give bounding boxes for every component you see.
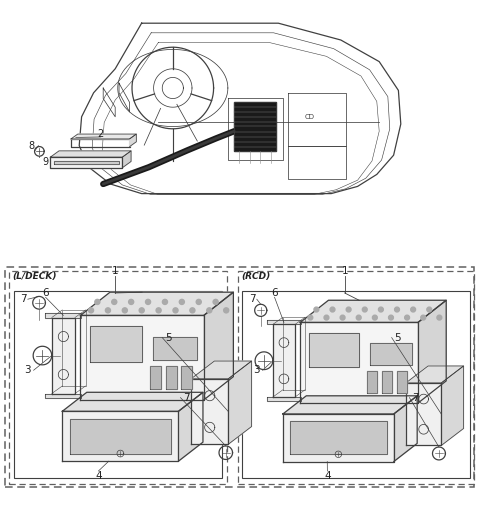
Polygon shape bbox=[396, 371, 407, 393]
Polygon shape bbox=[283, 396, 417, 414]
Polygon shape bbox=[290, 421, 386, 454]
Polygon shape bbox=[50, 151, 131, 157]
Polygon shape bbox=[204, 292, 233, 400]
Circle shape bbox=[427, 307, 432, 312]
Polygon shape bbox=[71, 134, 136, 139]
Polygon shape bbox=[122, 151, 131, 167]
Circle shape bbox=[112, 300, 117, 305]
Text: 8: 8 bbox=[28, 141, 35, 151]
Text: 3: 3 bbox=[24, 365, 31, 375]
Text: 4: 4 bbox=[324, 471, 331, 481]
Polygon shape bbox=[283, 414, 394, 461]
Circle shape bbox=[122, 308, 127, 313]
Circle shape bbox=[145, 300, 151, 305]
Circle shape bbox=[156, 308, 161, 313]
Polygon shape bbox=[181, 366, 192, 389]
Circle shape bbox=[437, 315, 442, 320]
Polygon shape bbox=[81, 292, 233, 315]
Text: 7: 7 bbox=[412, 393, 419, 402]
Polygon shape bbox=[406, 383, 442, 445]
Text: 5: 5 bbox=[394, 333, 401, 343]
Circle shape bbox=[362, 307, 367, 312]
Polygon shape bbox=[267, 397, 301, 401]
Circle shape bbox=[196, 300, 201, 305]
Circle shape bbox=[314, 307, 319, 312]
Circle shape bbox=[356, 315, 361, 320]
Polygon shape bbox=[228, 361, 252, 444]
Polygon shape bbox=[130, 134, 136, 146]
Circle shape bbox=[173, 308, 178, 313]
Polygon shape bbox=[273, 325, 295, 397]
Text: 2: 2 bbox=[97, 129, 104, 139]
Circle shape bbox=[378, 307, 384, 312]
Circle shape bbox=[308, 315, 313, 320]
Polygon shape bbox=[62, 392, 203, 411]
Circle shape bbox=[95, 300, 100, 305]
Circle shape bbox=[139, 308, 144, 313]
Text: 7: 7 bbox=[20, 294, 26, 304]
Text: (RCD): (RCD) bbox=[241, 271, 271, 281]
Circle shape bbox=[88, 308, 94, 313]
Circle shape bbox=[324, 315, 329, 320]
Circle shape bbox=[411, 307, 416, 312]
Text: 5: 5 bbox=[165, 333, 171, 343]
Circle shape bbox=[388, 315, 394, 320]
Circle shape bbox=[372, 315, 377, 320]
Circle shape bbox=[190, 308, 195, 313]
Polygon shape bbox=[442, 366, 464, 445]
Circle shape bbox=[106, 308, 110, 313]
Polygon shape bbox=[46, 394, 81, 398]
Text: 6: 6 bbox=[271, 288, 278, 298]
Circle shape bbox=[224, 308, 229, 313]
Text: 1: 1 bbox=[341, 266, 348, 276]
Polygon shape bbox=[153, 336, 197, 360]
Text: 4: 4 bbox=[95, 471, 102, 481]
Text: 7: 7 bbox=[249, 294, 255, 304]
Polygon shape bbox=[394, 396, 417, 461]
Polygon shape bbox=[406, 366, 464, 383]
Circle shape bbox=[346, 307, 351, 312]
Polygon shape bbox=[150, 366, 161, 389]
Circle shape bbox=[330, 307, 335, 312]
Polygon shape bbox=[166, 366, 177, 389]
Polygon shape bbox=[191, 379, 228, 444]
Circle shape bbox=[395, 307, 399, 312]
Polygon shape bbox=[370, 343, 412, 365]
Circle shape bbox=[421, 315, 426, 320]
Circle shape bbox=[340, 315, 345, 320]
Polygon shape bbox=[52, 317, 75, 394]
Circle shape bbox=[405, 315, 409, 320]
Polygon shape bbox=[300, 300, 446, 323]
Circle shape bbox=[162, 300, 168, 305]
Circle shape bbox=[180, 300, 184, 305]
Text: 1: 1 bbox=[112, 266, 119, 276]
Text: 7: 7 bbox=[183, 393, 190, 402]
Polygon shape bbox=[267, 321, 301, 325]
Polygon shape bbox=[90, 326, 142, 362]
Text: 6: 6 bbox=[42, 288, 49, 298]
Text: CD: CD bbox=[305, 114, 314, 120]
Circle shape bbox=[129, 300, 134, 305]
Polygon shape bbox=[382, 371, 392, 393]
Polygon shape bbox=[367, 371, 377, 393]
Polygon shape bbox=[309, 332, 359, 367]
Polygon shape bbox=[62, 411, 179, 461]
Polygon shape bbox=[81, 315, 204, 400]
Polygon shape bbox=[179, 392, 203, 461]
Circle shape bbox=[213, 300, 218, 305]
Polygon shape bbox=[54, 161, 119, 164]
Polygon shape bbox=[46, 313, 81, 317]
Circle shape bbox=[207, 308, 212, 313]
Polygon shape bbox=[50, 157, 122, 167]
Text: 3: 3 bbox=[253, 365, 260, 375]
Polygon shape bbox=[234, 102, 276, 152]
Polygon shape bbox=[418, 300, 446, 403]
Polygon shape bbox=[191, 361, 252, 379]
Text: 9: 9 bbox=[43, 157, 48, 167]
Text: (L/DECK): (L/DECK) bbox=[12, 271, 57, 281]
Polygon shape bbox=[70, 419, 171, 454]
Polygon shape bbox=[300, 323, 418, 403]
